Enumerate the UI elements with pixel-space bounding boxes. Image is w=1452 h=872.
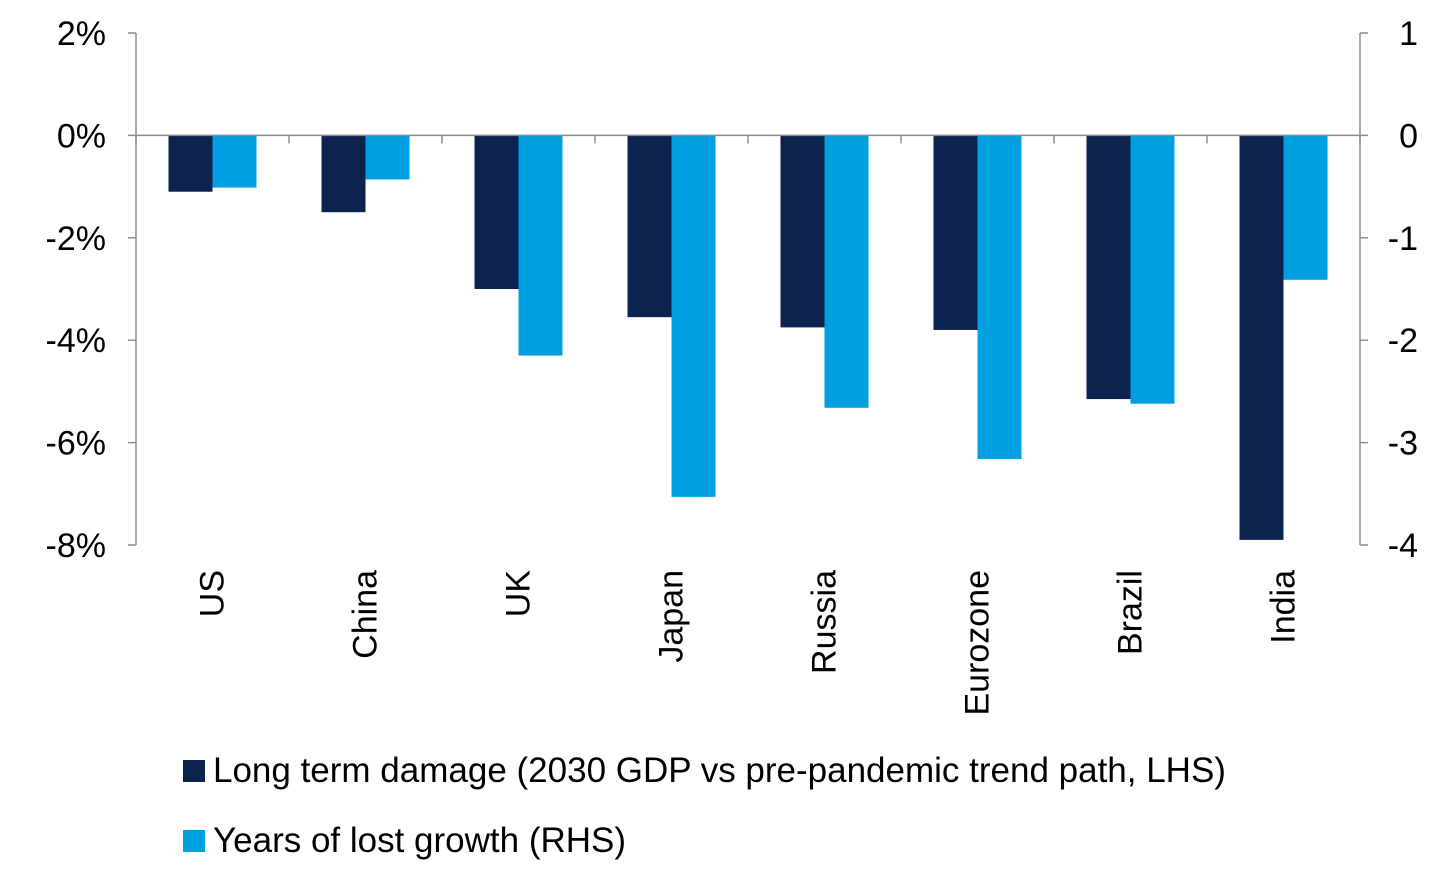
right-axis-tick-label: -3	[1388, 425, 1418, 463]
category-label: Brazil	[1112, 570, 1150, 655]
bar-long-term-damage	[474, 135, 519, 289]
bar-long-term-damage	[1086, 135, 1131, 400]
bar-years-lost-growth	[1130, 135, 1175, 404]
category-label: US	[194, 570, 232, 617]
bar-chart: 2% 0% -2% -4% -6% -8% 1 0 -1 -2 -3 -4 US China UK Japan…	[46, 15, 1418, 716]
left-axis-tick-label: 0%	[57, 117, 106, 155]
bar-long-term-damage	[780, 135, 825, 328]
bar-years-lost-growth	[212, 135, 257, 188]
legend-label-years: Years of lost growth (RHS)	[213, 821, 627, 860]
legend-item-damage: Long term damage (2030 GDP vs pre-pandem…	[183, 751, 1226, 791]
right-axis-tick-label: -2	[1388, 322, 1418, 360]
right-axis-tick-label: 1	[1399, 15, 1418, 53]
bar-long-term-damage	[627, 135, 672, 318]
right-axis-tick-label: 0	[1399, 117, 1418, 155]
category-label: UK	[500, 570, 538, 618]
category-label: India	[1265, 570, 1303, 644]
category-label: China	[347, 570, 385, 659]
category-label: Russia	[806, 570, 844, 674]
right-axis-tick-label: -1	[1388, 220, 1418, 258]
left-axis-tick-label: -2%	[46, 220, 106, 258]
right-axis-tick-label: -4	[1388, 527, 1418, 565]
left-axis-tick-label: -4%	[46, 322, 106, 360]
bar-years-lost-growth	[1283, 135, 1328, 280]
bar-long-term-damage	[933, 135, 978, 330]
legend-swatch-damage	[183, 760, 205, 782]
bar-years-lost-growth	[671, 135, 716, 497]
bar-long-term-damage	[168, 135, 213, 192]
legend-swatch-years	[183, 830, 205, 852]
left-axis-tick-label: -8%	[46, 527, 106, 565]
category-label: Eurozone	[959, 570, 997, 716]
bar-long-term-damage	[321, 135, 366, 213]
bar-long-term-damage	[1239, 135, 1284, 540]
bar-years-lost-growth	[977, 135, 1022, 459]
category-label: Japan	[653, 570, 691, 663]
left-axis-tick-label: -6%	[46, 425, 106, 463]
bar-years-lost-growth	[365, 135, 410, 180]
bar-years-lost-growth	[824, 135, 869, 408]
bar-years-lost-growth	[518, 135, 563, 356]
legend-item-years: Years of lost growth (RHS)	[183, 821, 626, 861]
legend-label-damage: Long term damage (2030 GDP vs pre-pandem…	[213, 751, 1226, 790]
left-axis-tick-label: 2%	[57, 15, 106, 53]
